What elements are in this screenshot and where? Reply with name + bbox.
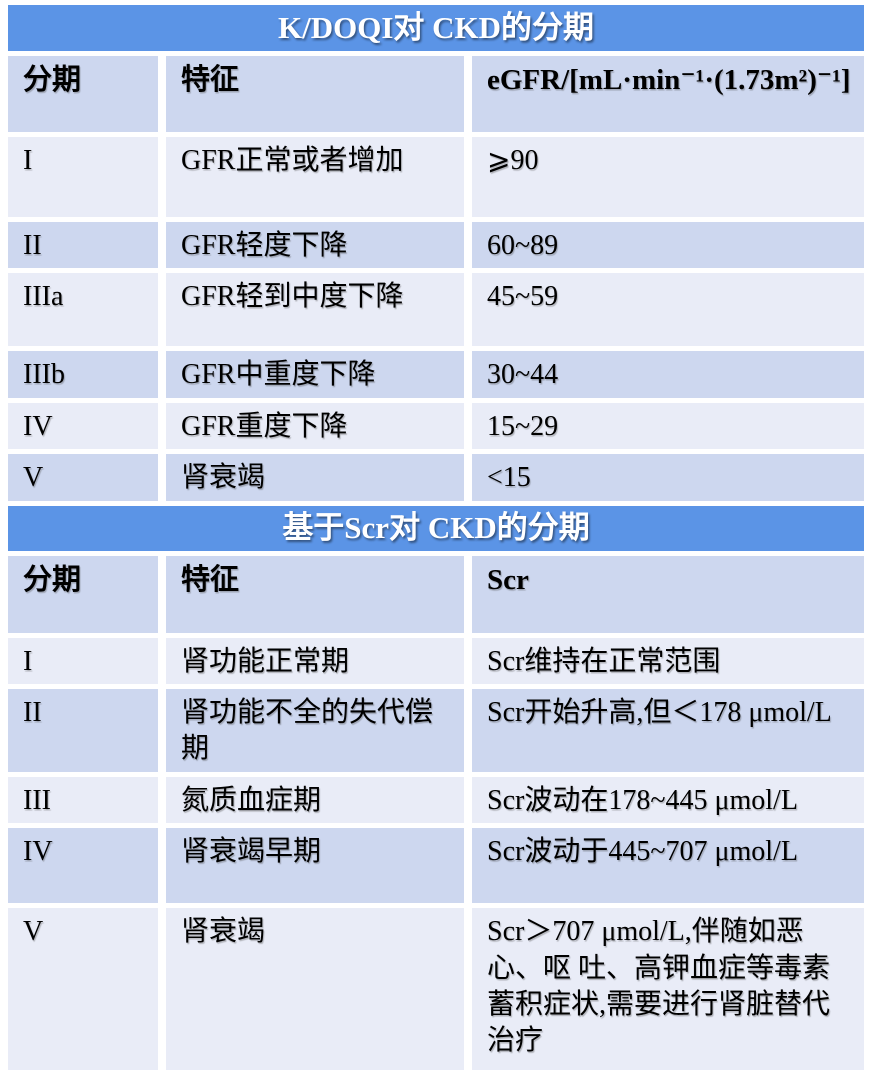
feature-cell: 氮质血症期 xyxy=(166,776,464,824)
column-header-stage: 分期 xyxy=(8,555,158,633)
stage-cell: IV xyxy=(8,828,158,904)
stage-cell: I xyxy=(8,137,158,217)
feature-cell: GFR轻到中度下降 xyxy=(166,273,464,347)
stage-cell: V xyxy=(8,454,158,501)
table-row: IIIb GFR中重度下降 30~44 xyxy=(8,351,865,398)
column-header-feature: 特征 xyxy=(166,56,464,132)
section-title-row-kdoqi: K/DOQI对 CKD的分期 xyxy=(8,5,865,51)
value-cell: ⩾90 xyxy=(472,137,865,217)
feature-cell: 肾衰竭 xyxy=(166,454,464,501)
column-header-scr: Scr xyxy=(472,555,865,633)
stage-cell: II xyxy=(8,222,158,269)
table-row: V 肾衰竭 <15 xyxy=(8,454,865,501)
stage-cell: IV xyxy=(8,402,158,450)
value-cell: 15~29 xyxy=(472,402,865,450)
table-row: IV 肾衰竭早期 Scr波动于445~707 μmol/L xyxy=(8,828,865,904)
column-header-egfr: eGFR/[mL·min⁻¹·(1.73m²)⁻¹] xyxy=(472,56,865,132)
feature-cell: GFR轻度下降 xyxy=(166,222,464,269)
column-header-feature: 特征 xyxy=(166,555,464,633)
value-cell: Scr波动在178~445 μmol/L xyxy=(472,776,865,824)
stage-cell: I xyxy=(8,637,158,684)
table-row: IIIa GFR轻到中度下降 45~59 xyxy=(8,273,865,347)
feature-cell: 肾功能正常期 xyxy=(166,637,464,684)
value-cell: 30~44 xyxy=(472,351,865,398)
feature-cell: 肾衰竭 xyxy=(166,908,464,1071)
table-row: II GFR轻度下降 60~89 xyxy=(8,222,865,269)
feature-cell: 肾衰竭早期 xyxy=(166,828,464,904)
section-title-row-scr: 基于Scr对 CKD的分期 xyxy=(8,505,865,551)
value-cell: Scr开始升高,但＜178 μmol/L xyxy=(472,688,865,772)
stage-cell: II xyxy=(8,688,158,772)
table-row: III 氮质血症期 Scr波动在178~445 μmol/L xyxy=(8,776,865,824)
table-row: V 肾衰竭 Scr＞707 μmol/L,伴随如恶心、呕 吐、高钾血症等毒素蓄积… xyxy=(8,908,865,1071)
section-title-scr: 基于Scr对 CKD的分期 xyxy=(8,505,865,551)
column-header-row: 分期 特征 eGFR/[mL·min⁻¹·(1.73m²)⁻¹] xyxy=(8,56,865,132)
value-cell: 60~89 xyxy=(472,222,865,269)
value-cell: 45~59 xyxy=(472,273,865,347)
value-cell: Scr维持在正常范围 xyxy=(472,637,865,684)
value-cell: Scr波动于445~707 μmol/L xyxy=(472,828,865,904)
value-cell: Scr＞707 μmol/L,伴随如恶心、呕 吐、高钾血症等毒素蓄积症状,需要进… xyxy=(472,908,865,1071)
table-row: I 肾功能正常期 Scr维持在正常范围 xyxy=(8,637,865,684)
feature-cell: GFR正常或者增加 xyxy=(166,137,464,217)
section-title-kdoqi: K/DOQI对 CKD的分期 xyxy=(8,5,865,51)
column-header-row: 分期 特征 Scr xyxy=(8,555,865,633)
stage-cell: V xyxy=(8,908,158,1071)
feature-cell: GFR重度下降 xyxy=(166,402,464,450)
value-cell: <15 xyxy=(472,454,865,501)
stage-cell: IIIb xyxy=(8,351,158,398)
table-row: II 肾功能不全的失代偿期 Scr开始升高,但＜178 μmol/L xyxy=(8,688,865,772)
stage-cell: III xyxy=(8,776,158,824)
stage-cell: IIIa xyxy=(8,273,158,347)
column-header-stage: 分期 xyxy=(8,56,158,132)
table-row: I GFR正常或者增加 ⩾90 xyxy=(8,137,865,217)
feature-cell: GFR中重度下降 xyxy=(166,351,464,398)
table-row: IV GFR重度下降 15~29 xyxy=(8,402,865,450)
feature-cell: 肾功能不全的失代偿期 xyxy=(166,688,464,772)
